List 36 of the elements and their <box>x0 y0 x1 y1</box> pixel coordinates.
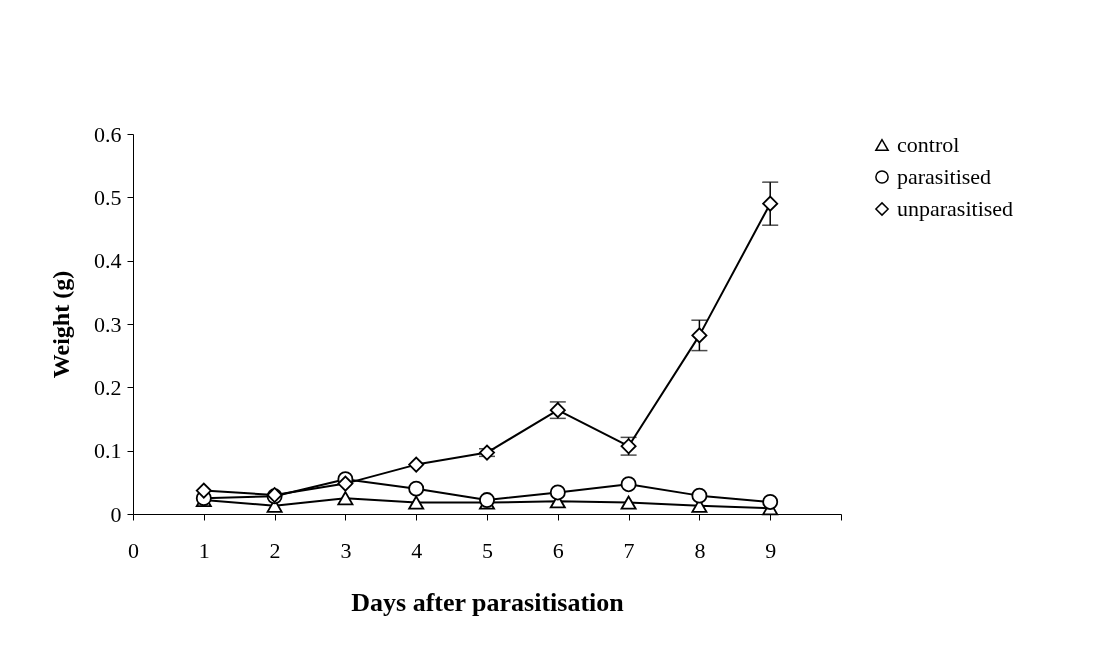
x-tick-label: 7 <box>623 537 635 563</box>
x-tick-label: 4 <box>411 537 423 563</box>
point <box>408 456 425 473</box>
point <box>337 475 354 492</box>
x-tick-label: 1 <box>198 537 210 563</box>
y-tick-label: 0.4 <box>94 248 122 274</box>
point <box>620 476 637 493</box>
x-tick-label: 8 <box>694 537 706 563</box>
x-tick-label: 2 <box>269 537 281 563</box>
point <box>620 495 637 510</box>
y-tick-label: 0.3 <box>94 311 122 337</box>
x-tick-label: 5 <box>482 537 493 563</box>
x-tick-label: 9 <box>765 537 777 563</box>
y-tick-label: 0 <box>110 501 122 527</box>
x-axis-title: Days after parasitisation <box>351 587 625 617</box>
point <box>549 484 566 501</box>
x-tick-label: 3 <box>340 537 352 563</box>
y-tick-label: 0.2 <box>94 374 122 400</box>
legend-label: parasitised <box>897 164 992 189</box>
point <box>408 495 425 510</box>
y-tick-label: 0.1 <box>94 438 122 464</box>
y-tick-label: 0.5 <box>94 184 122 210</box>
point <box>762 494 779 510</box>
x-tick-label: 0 <box>128 537 139 563</box>
point <box>337 491 354 506</box>
point <box>408 480 425 497</box>
x-tick-label: 6 <box>552 537 564 563</box>
point <box>479 444 495 461</box>
point <box>691 487 708 504</box>
legend-label: unparasitised <box>897 196 1014 221</box>
point <box>195 482 212 499</box>
legend-label: control <box>897 132 960 157</box>
y-tick-label: 0.6 <box>94 121 122 147</box>
point <box>691 327 708 344</box>
y-axis-title: Weight (g) <box>48 270 74 379</box>
point <box>762 195 779 212</box>
